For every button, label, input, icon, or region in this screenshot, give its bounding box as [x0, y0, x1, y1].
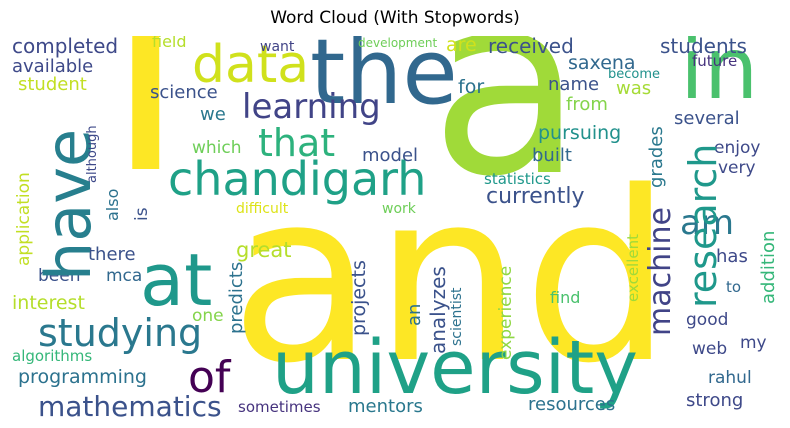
word-at: at	[140, 238, 213, 322]
word-become: become	[608, 67, 661, 82]
word-data: data	[192, 36, 310, 95]
word-which: which	[192, 138, 242, 158]
word-there: there	[88, 244, 136, 265]
word-analyzes: analyzes	[426, 266, 450, 354]
word-grades: grades	[646, 126, 667, 188]
word-am: am	[680, 203, 734, 243]
word-find: find	[550, 288, 581, 307]
word-and: and	[230, 142, 673, 415]
word-mentors: mentors	[348, 396, 423, 417]
word-are: are	[446, 36, 477, 56]
word-for: for	[458, 76, 485, 98]
word-algorithms: algorithms	[12, 347, 93, 365]
word-scientist: scientist	[449, 287, 465, 346]
word-work: work	[382, 201, 416, 217]
word-pursuing: pursuing	[538, 122, 622, 144]
word-projects: projects	[348, 260, 370, 336]
word-interest: interest	[12, 292, 85, 314]
word-university: university	[272, 325, 639, 411]
word-student: student	[18, 74, 87, 95]
word-from: from	[566, 94, 608, 115]
word-several: several	[674, 108, 740, 129]
word-science: science	[150, 82, 218, 103]
word-chandigarh: chandigarh	[168, 152, 427, 206]
word-one: one	[192, 306, 224, 326]
word-want: want	[260, 39, 295, 55]
word-students: students	[660, 36, 747, 58]
word-i: i	[104, 36, 188, 240]
word-field: field	[152, 36, 187, 51]
word-predicts: predicts	[226, 261, 247, 334]
word-although: although	[85, 125, 100, 183]
word-was: was	[616, 78, 652, 99]
word-that: that	[258, 121, 336, 165]
word-difficult: difficult	[236, 201, 289, 217]
word-received: received	[488, 36, 574, 58]
word-built: built	[532, 145, 572, 166]
word-learning: learning	[242, 87, 381, 127]
word-currently: currently	[486, 184, 585, 209]
word-machine: machine	[643, 207, 678, 336]
word-web: web	[692, 339, 728, 359]
word-been: been	[38, 266, 81, 286]
word-excellent: excellent	[624, 233, 642, 302]
word-my: my	[740, 333, 767, 353]
word-to: to	[726, 278, 742, 296]
chart-title: Word Cloud (With Stopwords)	[270, 8, 520, 28]
word-saxena: saxena	[568, 52, 636, 74]
word-an: an	[404, 303, 425, 326]
word-programming: programming	[18, 366, 147, 388]
word-mathematics: mathematics	[38, 390, 222, 423]
word-studying: studying	[38, 311, 203, 355]
word-enjoy: enjoy	[714, 138, 761, 158]
word-future: future	[692, 52, 738, 70]
word-we: we	[200, 104, 226, 125]
word-a: a	[430, 36, 584, 231]
word-good: good	[686, 310, 729, 330]
word-available: available	[12, 56, 94, 77]
word-completed: completed	[12, 36, 119, 58]
word-application: application	[14, 172, 34, 266]
word-statistics: statistics	[484, 170, 551, 188]
word-very: very	[718, 158, 756, 178]
word-in: in	[680, 36, 759, 119]
word-mca: mca	[106, 266, 143, 286]
word-strong: strong	[686, 390, 744, 411]
word-research: research	[681, 143, 725, 308]
word-addition: addition	[758, 230, 779, 304]
word-also: also	[103, 188, 122, 221]
word-rahul: rahul	[708, 368, 752, 388]
word-great: great	[236, 238, 292, 262]
word-has: has	[716, 246, 748, 267]
word-name: name	[548, 74, 600, 95]
word-development: development	[358, 36, 438, 50]
word-model: model	[362, 145, 419, 166]
word-sometimes: sometimes	[238, 398, 321, 416]
word-the: the	[310, 36, 458, 125]
word-resources: resources	[528, 394, 616, 415]
word-of: of	[188, 352, 231, 403]
word-experience: experience	[496, 265, 516, 360]
word-is: is	[132, 207, 152, 221]
word-cloud: i a and the university in at data chandi…	[10, 36, 780, 424]
